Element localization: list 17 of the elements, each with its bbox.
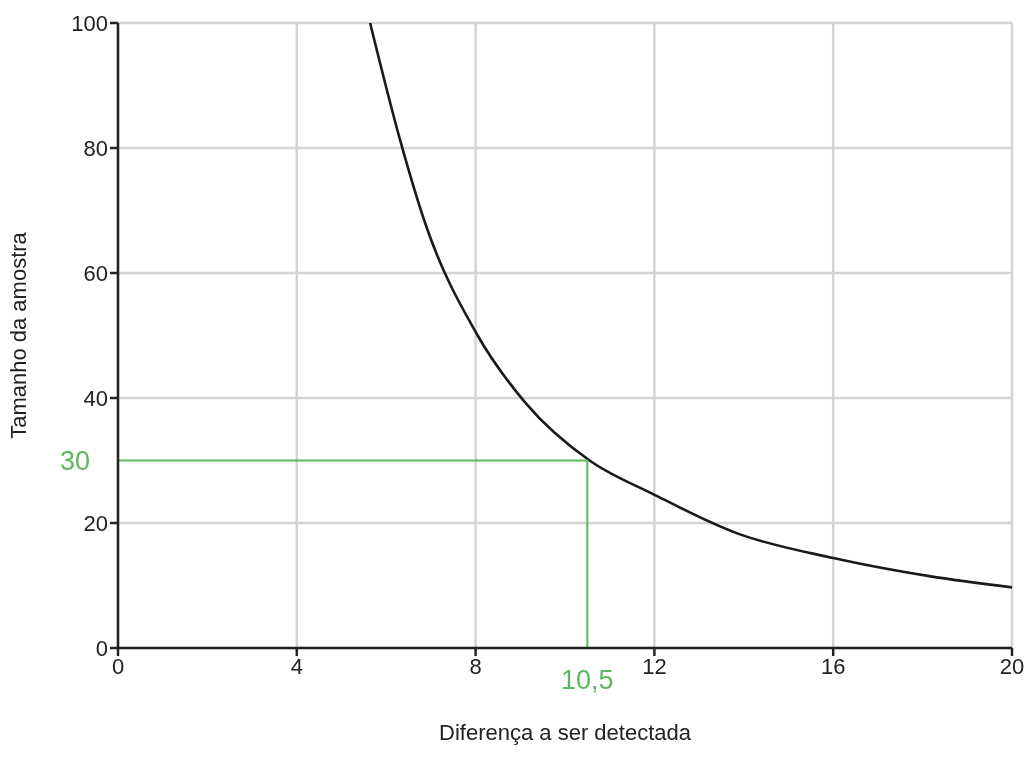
y-tick-label: 0 — [95, 635, 108, 661]
y-tick-label: 20 — [83, 510, 108, 536]
y-tick-label: 40 — [83, 385, 108, 411]
x-axis-title: Diferença a ser detectada — [439, 720, 692, 745]
x-tick-label: 0 — [111, 653, 125, 679]
x-tick-label: 12 — [642, 653, 667, 679]
annotation: 10,5 — [561, 665, 614, 696]
x-tick-label: 20 — [999, 653, 1025, 679]
y-axis-title: Tamanho da amostra — [5, 231, 31, 439]
annotation: 30 — [59, 446, 90, 477]
line-series — [368, 23, 1012, 589]
y-tick-label: 100 — [71, 10, 108, 36]
x-tick-label: 4 — [290, 653, 303, 679]
y-tick-label: 80 — [83, 135, 108, 161]
y-tick-label: 60 — [83, 260, 108, 286]
x-tick-label: 8 — [469, 653, 482, 679]
x-tick-label: 16 — [820, 653, 846, 679]
